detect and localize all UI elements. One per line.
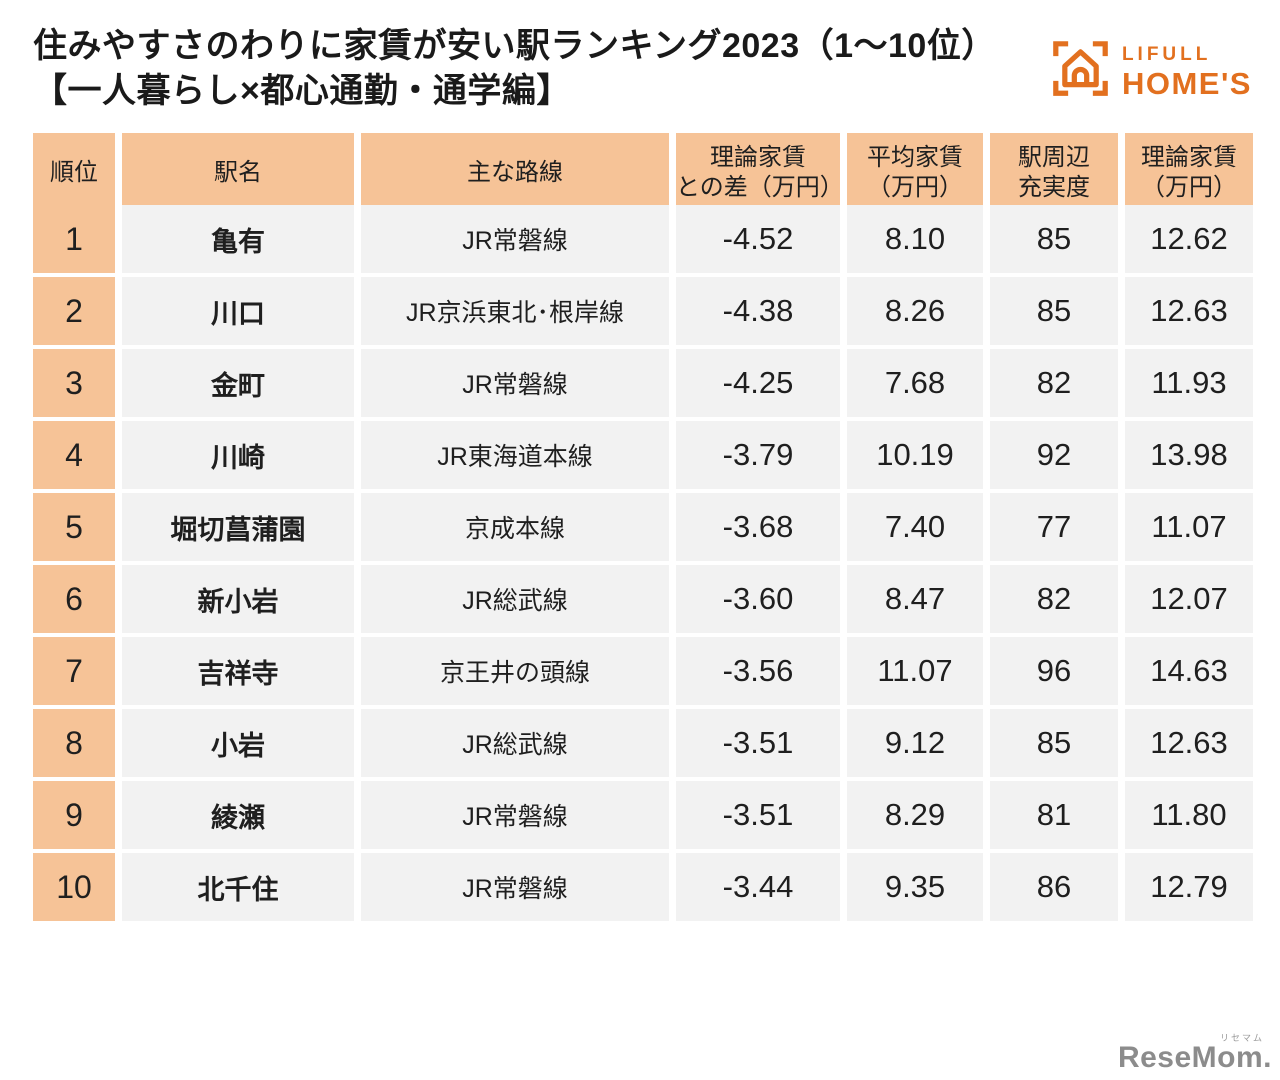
lifull-logo-text: LIFULL HOME'S [1122,43,1252,100]
avg-rent-cell: 8.47 [847,565,983,633]
theoretical-rent-cell: 12.79 [1125,853,1253,921]
rank-cell: 2 [33,277,115,345]
lifull-homes-logo: LIFULL HOME'S [1052,40,1252,102]
fulfillment-cell: 81 [990,781,1118,849]
line-cell: JR総武線 [361,565,669,633]
diff-cell: -3.51 [676,709,840,777]
avg-rent-cell: 11.07 [847,637,983,705]
avg-rent-cell: 7.68 [847,349,983,417]
ranking-table: 順位 駅名 主な路線 理論家賃 との差（万円） 平均家賃 （万円） 駅周辺 充実… [33,133,1253,921]
fulfillment-cell: 86 [990,853,1118,921]
avg-rent-cell: 8.29 [847,781,983,849]
diff-cell: -3.68 [676,493,840,561]
station-cell: 金町 [122,349,354,417]
theoretical-rent-cell: 11.93 [1125,349,1253,417]
line-cell: 京成本線 [361,493,669,561]
theoretical-rent-cell: 12.63 [1125,709,1253,777]
theoretical-rent-cell: 12.62 [1125,205,1253,273]
diff-cell: -3.60 [676,565,840,633]
fulfillment-cell: 92 [990,421,1118,489]
resemom-katakana: リセマム [1219,1033,1264,1043]
fulfillment-cell: 82 [990,349,1118,417]
page-subtitle: 【一人暮らし×都心通勤・通学編】 [33,72,571,110]
lifull-brand-name: LIFULL [1121,43,1212,65]
rank-cell: 9 [33,781,115,849]
theoretical-rent-cell: 12.63 [1125,277,1253,345]
homes-brand-name: HOME'S [1121,65,1252,101]
line-cell: JR常磐線 [361,781,669,849]
theoretical-rent-cell: 13.98 [1125,421,1253,489]
rank-cell: 10 [33,853,115,921]
rank-cell: 1 [33,205,115,273]
avg-rent-cell: 7.40 [847,493,983,561]
lifull-home-icon [1052,40,1109,102]
theoretical-rent-cell: 12.07 [1125,565,1253,633]
diff-cell: -4.52 [676,205,840,273]
station-cell: 吉祥寺 [122,637,354,705]
theoretical-rent-cell: 11.07 [1125,493,1253,561]
header-line: 主な路線 [361,133,669,213]
station-cell: 川口 [122,277,354,345]
diff-cell: -4.25 [676,349,840,417]
page-title: 住みやすさのわりに家賃が安い駅ランキング2023（1～10位） [33,27,996,65]
line-cell: JR東海道本線 [361,421,669,489]
header-station: 駅名 [122,133,354,213]
header-diff: 理論家賃 との差（万円） [676,133,844,213]
station-cell: 亀有 [122,205,354,273]
fulfillment-cell: 77 [990,493,1118,561]
avg-rent-cell: 8.26 [847,277,983,345]
avg-rent-cell: 9.35 [847,853,983,921]
rank-cell: 5 [33,493,115,561]
header-theoretical-rent: 理論家賃 （万円） [1125,133,1253,213]
station-cell: 北千住 [122,853,354,921]
rank-cell: 8 [33,709,115,777]
line-cell: JR常磐線 [361,205,669,273]
avg-rent-cell: 8.10 [847,205,983,273]
station-cell: 小岩 [122,709,354,777]
header-avg-rent: 平均家賃 （万円） [847,133,983,213]
title-block: 住みやすさのわりに家賃が安い駅ランキング2023（1～10位） 【一人暮らし×都… [33,24,1023,114]
avg-rent-cell: 10.19 [847,421,983,489]
fulfillment-cell: 96 [990,637,1118,705]
fulfillment-cell: 85 [990,205,1118,273]
resemom-watermark: リセマム ReseMom. [1118,1033,1272,1074]
station-cell: 堀切菖蒲園 [122,493,354,561]
header-rank: 順位 [33,133,115,213]
diff-cell: -3.51 [676,781,840,849]
theoretical-rent-cell: 14.63 [1125,637,1253,705]
rank-cell: 6 [33,565,115,633]
rank-cell: 3 [33,349,115,417]
rank-cell: 4 [33,421,115,489]
fulfillment-cell: 85 [990,709,1118,777]
diff-cell: -4.38 [676,277,840,345]
line-cell: 京王井の頭線 [361,637,669,705]
avg-rent-cell: 9.12 [847,709,983,777]
diff-cell: -3.79 [676,421,840,489]
resemom-logotype: ReseMom. [1117,1041,1272,1074]
fulfillment-cell: 85 [990,277,1118,345]
line-cell: JR常磐線 [361,853,669,921]
header-fulfillment: 駅周辺 充実度 [990,133,1118,213]
line-cell: JR京浜東北･根岸線 [361,277,669,345]
diff-cell: -3.56 [676,637,840,705]
station-cell: 川崎 [122,421,354,489]
line-cell: JR総武線 [361,709,669,777]
theoretical-rent-cell: 11.80 [1125,781,1253,849]
rank-cell: 7 [33,637,115,705]
line-cell: JR常磐線 [361,349,669,417]
fulfillment-cell: 82 [990,565,1118,633]
diff-cell: -3.44 [676,853,840,921]
station-cell: 新小岩 [122,565,354,633]
station-cell: 綾瀬 [122,781,354,849]
